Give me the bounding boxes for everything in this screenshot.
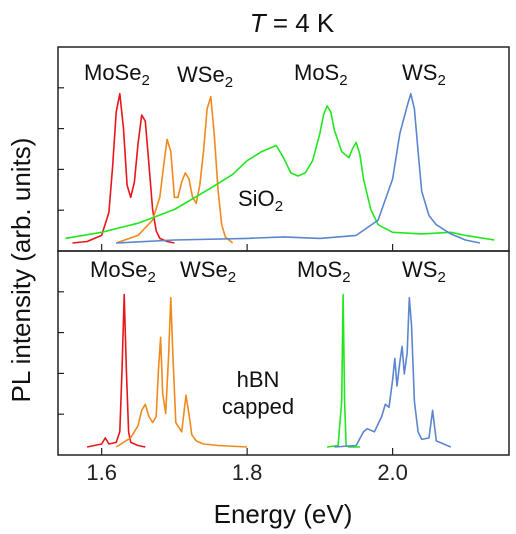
bottom-series-line-3 [334,296,452,448]
bottom-panel-plot [86,293,452,448]
title-rest: = 4 K [266,8,335,38]
top-label-mose2: MoSe2 [84,60,150,89]
x-tick-label-2: 2.0 [377,460,408,485]
bottom-series-line-0 [86,293,146,448]
top-series-line-3 [116,92,481,244]
x-axis-title: Energy (eV) [214,499,353,529]
bottom-series-line-2 [326,293,360,448]
bottom-panel-frame [57,250,510,456]
bottom-annotation-hbn: hBN [237,367,280,392]
bottom-label-ws2: WS2 [402,257,446,286]
top-series-line-0 [72,92,175,244]
title-variable: T [250,8,268,38]
x-tick-label-1: 1.8 [232,460,263,485]
chart-title: T = 4 K [250,8,335,38]
bottom-label-mose2: MoSe2 [90,257,156,286]
bottom-label-mos2: MoS2 [297,257,351,286]
axis-ticks: 1.6 1.8 2.0 [58,87,408,485]
top-label-wse2: WSe2 [177,62,233,91]
x-tick-label-0: 1.6 [86,460,117,485]
top-series-line-1 [115,95,234,244]
bottom-label-wse2: WSe2 [180,257,236,286]
y-axis-title: PL intensity (arb. units) [6,138,36,403]
top-label-mos2: MoS2 [294,60,348,89]
top-panel-plot [65,92,495,244]
bottom-annotation-capped: capped [222,394,294,419]
bottom-series-line-1 [115,296,248,448]
top-label-ws2: WS2 [402,60,446,89]
top-series-line-2 [65,105,495,241]
top-annotation-sio2: SiO2 [238,186,283,215]
